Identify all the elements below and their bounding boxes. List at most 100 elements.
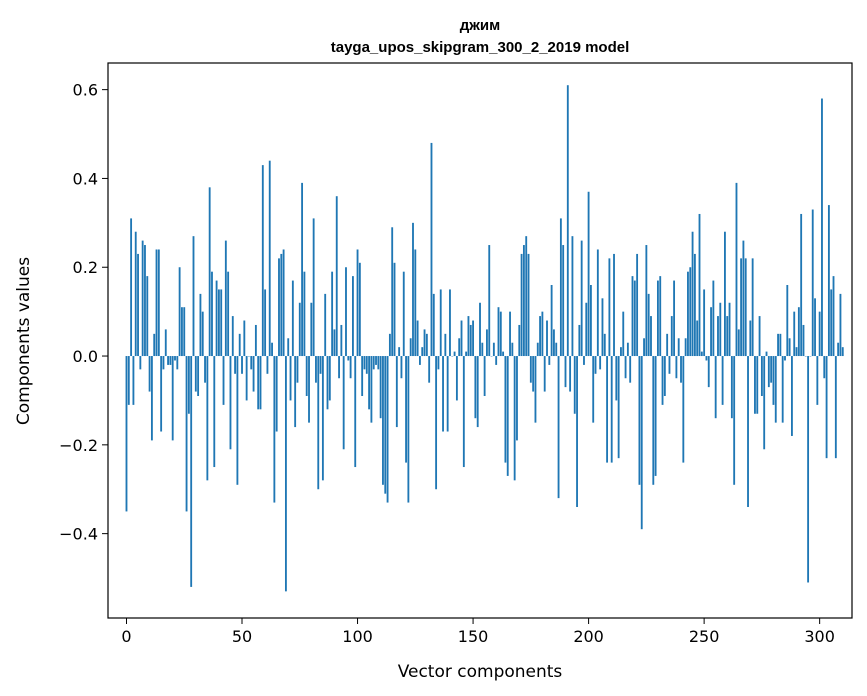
bar-186 (555, 342, 558, 357)
bar-109 (377, 356, 380, 370)
y-tick-label-5: 0.6 (73, 81, 98, 100)
bar-286 (786, 285, 789, 357)
bar-10 (148, 356, 151, 392)
bar-178 (536, 342, 539, 357)
bar-251 (705, 356, 708, 361)
bar-165 (506, 356, 509, 476)
bar-20 (171, 356, 174, 441)
bar-15 (160, 356, 163, 432)
bar-78 (305, 356, 308, 396)
bar-41 (220, 289, 223, 357)
bar-115 (391, 227, 394, 357)
bar-191 (566, 85, 569, 357)
bar-142 (453, 351, 456, 357)
bar-90 (333, 329, 336, 357)
bar-91 (335, 196, 338, 357)
bar-184 (550, 285, 553, 357)
bar-5 (137, 253, 139, 357)
bar-105 (368, 356, 371, 410)
bar-120 (402, 271, 405, 357)
y-tick-label-4: 0.4 (73, 169, 98, 188)
bar-216 (624, 356, 627, 379)
x-tick-label-150: 150 (458, 627, 489, 646)
bar-226 (647, 293, 650, 357)
bar-119 (400, 356, 403, 379)
bar-81 (312, 218, 315, 357)
bar-237 (673, 280, 676, 357)
bar-3 (132, 356, 135, 405)
bar-175 (529, 356, 532, 383)
x-tick-label-0: 0 (121, 627, 131, 646)
bar-125 (414, 249, 417, 357)
bar-257 (719, 302, 722, 357)
bar-34 (204, 356, 206, 383)
bar-99 (354, 356, 357, 468)
bar-231 (659, 276, 662, 357)
bar-76 (301, 182, 304, 357)
y-tick-label-0: −0.4 (59, 525, 98, 544)
bar-49 (238, 333, 241, 357)
bar-295 (807, 356, 810, 583)
bar-161 (497, 307, 500, 357)
y-tick-label-3: 0.2 (73, 258, 98, 277)
bar-240 (680, 356, 682, 383)
bar-129 (423, 329, 426, 357)
bar-1 (127, 356, 130, 405)
bar-209 (608, 258, 611, 357)
bar-174 (527, 253, 530, 357)
bar-267 (742, 240, 745, 357)
x-tick-label-200: 200 (573, 627, 604, 646)
bar-170 (518, 324, 521, 357)
bar-280 (772, 356, 775, 405)
y-tick-label-2: 0.0 (73, 347, 98, 366)
bar-14 (157, 249, 160, 357)
bar-40 (217, 289, 220, 357)
bar-224 (643, 338, 645, 357)
bar-167 (511, 342, 514, 357)
bar-13 (155, 249, 158, 357)
bar-276 (763, 356, 766, 450)
bar-246 (693, 253, 696, 357)
bar-164 (504, 356, 507, 463)
bar-63 (271, 342, 273, 357)
bar-255 (714, 356, 717, 419)
bar-214 (620, 347, 622, 357)
bar-69 (284, 356, 287, 592)
bar-131 (428, 356, 431, 383)
bar-159 (492, 342, 495, 357)
bar-188 (559, 218, 562, 357)
bar-55 (252, 356, 255, 392)
bar-179 (539, 316, 541, 357)
bar-306 (832, 276, 835, 357)
bar-293 (802, 324, 805, 357)
bar-28 (190, 356, 193, 587)
bar-185 (553, 329, 555, 357)
bar-42 (222, 356, 225, 405)
bar-301 (821, 98, 823, 357)
bar-145 (460, 320, 463, 357)
bar-140 (449, 289, 451, 357)
bar-157 (488, 245, 491, 357)
bar-59 (261, 165, 264, 357)
y-axis-label: Components values (14, 257, 34, 425)
bar-221 (636, 253, 639, 357)
bar-155 (483, 356, 486, 396)
bar-92 (338, 356, 340, 379)
bar-239 (677, 338, 680, 357)
chart-title-line-2: tayga_upos_skipgram_300_2_2019 model (331, 39, 630, 56)
bar-254 (712, 280, 715, 357)
bar-19 (169, 356, 172, 365)
bar-207 (603, 333, 606, 357)
bar-16 (162, 356, 165, 370)
bar-197 (580, 240, 583, 357)
bar-244 (689, 267, 692, 357)
bar-270 (749, 320, 752, 357)
bar-77 (303, 271, 306, 357)
bar-93 (340, 324, 343, 357)
bar-47 (234, 356, 237, 374)
x-tick-label-50: 50 (232, 627, 252, 646)
bar-126 (416, 320, 419, 357)
bar-264 (735, 182, 738, 357)
bar-11 (150, 356, 153, 441)
bar-95 (345, 267, 347, 357)
